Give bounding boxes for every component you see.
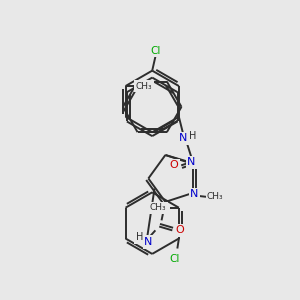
Text: N: N: [179, 134, 188, 143]
Text: CH₃: CH₃: [207, 192, 224, 201]
Text: N: N: [144, 237, 153, 247]
Text: Cl: Cl: [170, 254, 180, 263]
Text: H: H: [136, 232, 143, 242]
Text: CH₃: CH₃: [150, 203, 166, 212]
Text: O: O: [176, 225, 184, 236]
Text: O: O: [169, 160, 178, 170]
Text: N: N: [190, 190, 199, 200]
Text: H: H: [189, 131, 196, 141]
Text: N: N: [187, 158, 196, 167]
Text: Cl: Cl: [151, 46, 161, 56]
Text: CH₃: CH₃: [136, 82, 152, 91]
